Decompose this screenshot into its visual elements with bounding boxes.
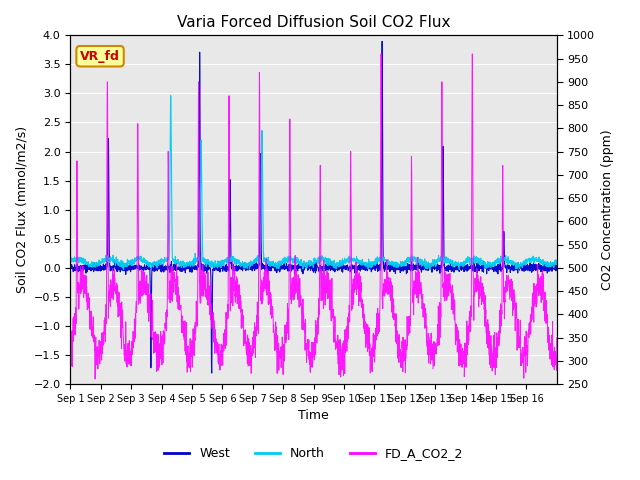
Legend: West, North, FD_A_CO2_2: West, North, FD_A_CO2_2: [159, 442, 468, 465]
Y-axis label: Soil CO2 Flux (mmol/m2/s): Soil CO2 Flux (mmol/m2/s): [15, 126, 28, 293]
Text: VR_fd: VR_fd: [80, 50, 120, 63]
Title: Varia Forced Diffusion Soil CO2 Flux: Varia Forced Diffusion Soil CO2 Flux: [177, 15, 451, 30]
X-axis label: Time: Time: [298, 409, 329, 422]
Y-axis label: CO2 Concentration (ppm): CO2 Concentration (ppm): [601, 129, 614, 290]
